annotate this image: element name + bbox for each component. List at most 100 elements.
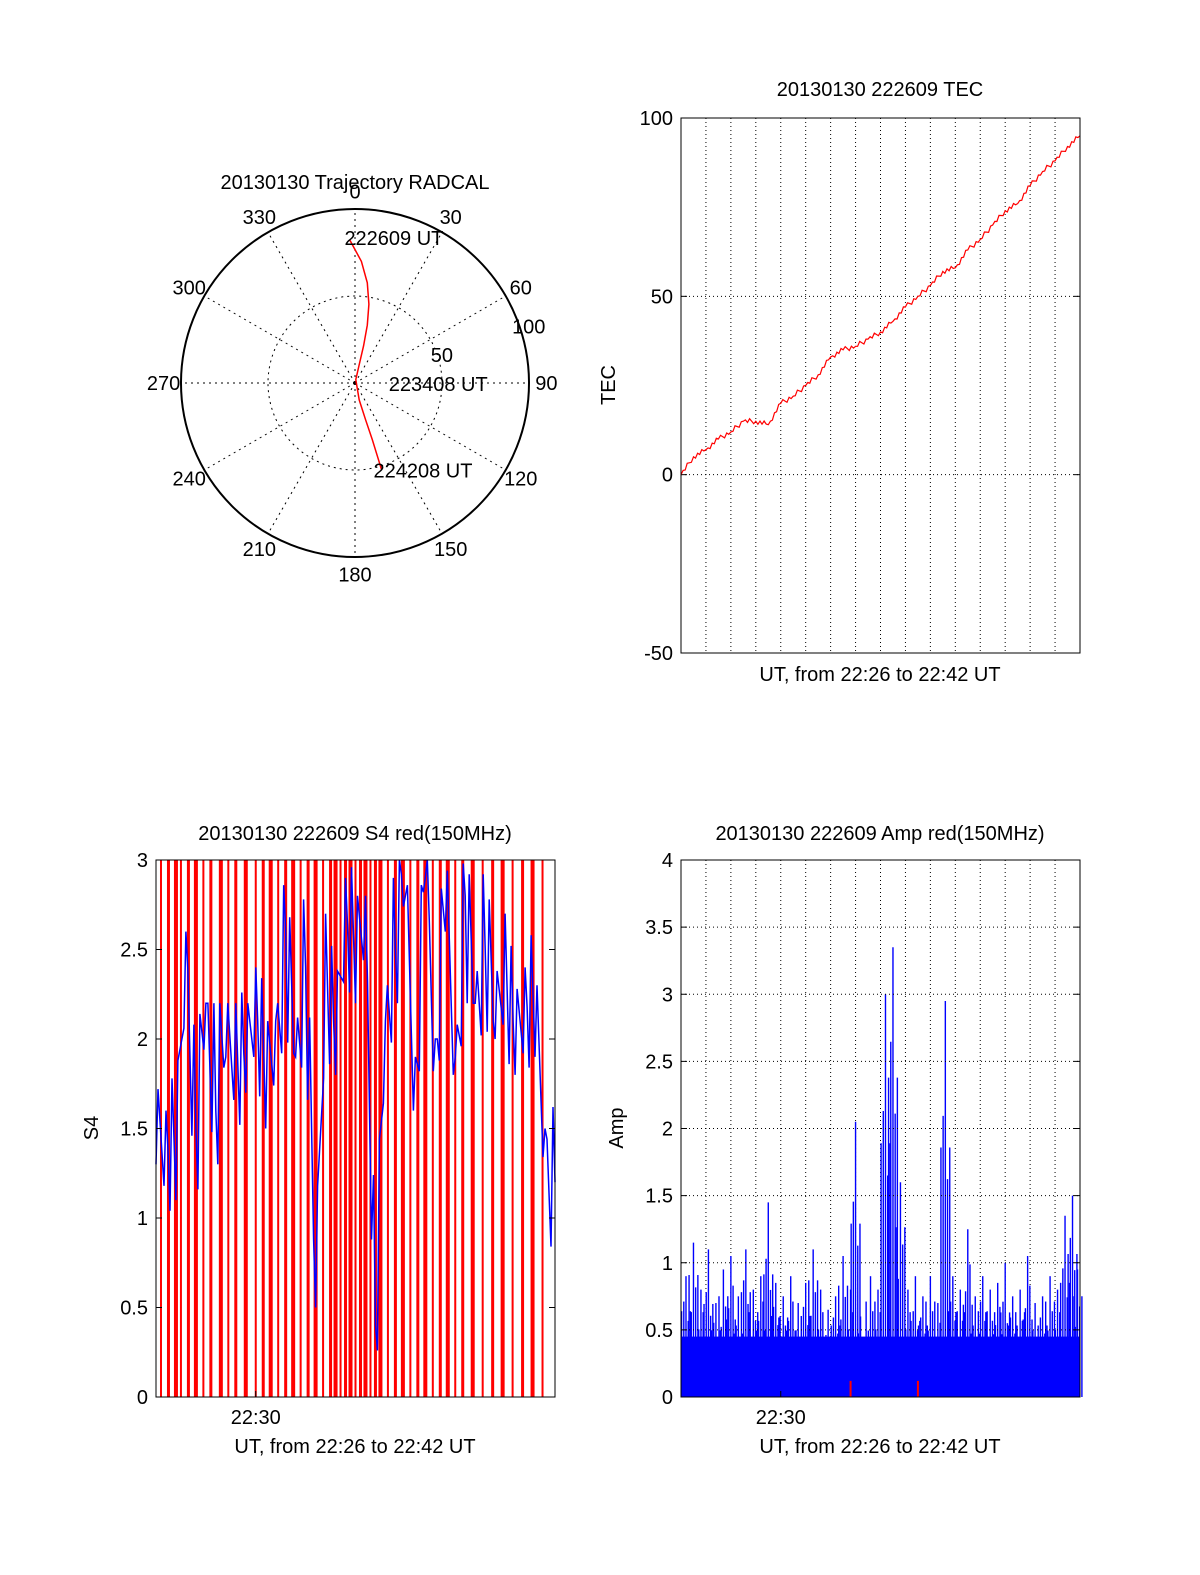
tick-labels: 0 0.5 1 1.5 2 2.5 3 22:30 [120,850,555,1429]
s4-red-spike [363,860,368,1397]
radial-gridline [267,232,356,384]
s4-red-spike [243,860,248,1397]
s4-red-spike [521,860,525,1397]
outer-ring [180,208,530,558]
time-annotation: 222609 UT [344,228,443,250]
angle-label: 210 [243,539,276,561]
angle-label: 240 [173,469,206,491]
tec-line [680,135,1081,475]
s4-red-spike [461,860,465,1397]
radius-label: 100 [512,317,545,339]
s4-red-spike [313,860,318,1397]
y-tick-label: 1 [137,1208,148,1230]
time-annotations: 222609 UT 223408 UT 224208 UT [344,228,487,483]
y-tick-label: 0.5 [120,1298,148,1320]
y-axis-label: Amp [606,1107,628,1148]
s4-red-spike [261,860,265,1397]
y-tick-label: 3 [662,984,673,1006]
angle-label: 0 [349,182,360,204]
x-tick-label: 22:30 [756,1407,806,1429]
s4-red-spike [186,860,190,1397]
s4-red-spike [344,860,348,1397]
time-annotation: 223408 UT [389,374,488,396]
y-tick-label: 2.5 [645,1051,673,1073]
y-tick-label: 0 [137,1387,148,1409]
y-tick-label: -50 [644,643,673,665]
angle-label: 120 [504,469,537,491]
s4-red-spike [339,860,342,1397]
chart-title: 20130130 222609 Amp red(150MHz) [715,823,1044,845]
s4-red-spike [354,860,357,1397]
angle-label: 180 [338,564,371,586]
s4-red-spike [254,860,257,1397]
polar-grid [180,208,530,558]
y-tick-label: 2.5 [120,940,148,962]
y-tick-label: 1.5 [120,1119,148,1141]
x-tick-label: 22:30 [231,1407,281,1429]
s4-red-spike [470,860,475,1397]
radial-gridline [267,382,356,534]
s4-red-spike [202,860,205,1397]
y-tick-label: 2 [662,1119,673,1141]
angle-label: 330 [243,207,276,229]
s4-red-spike [322,860,325,1397]
s4-red-spike [173,860,178,1397]
angle-labels: 0 30 60 90 120 150 180 210 240 270 300 330 50 100 [147,182,558,587]
s4-red-spike [491,860,495,1397]
s4-red-spike [445,860,450,1397]
y-tick-label: 4 [662,850,673,872]
s4-red-spike [423,860,428,1397]
inner-ring [267,295,443,471]
s4-red-spike [454,860,457,1397]
s4-red-spike [227,860,230,1397]
amp-chart: 20130130 222609 Amp red(150MHz) UT, from… [606,823,1083,1458]
s4-red-spike [481,860,484,1397]
y-tick-label: 3.5 [645,917,673,939]
angle-label: 300 [173,277,206,299]
s4-red-spike [277,860,280,1397]
angle-label: 60 [510,277,532,299]
trajectory-polar-chart: 20130130 Trajectory RADCAL 0 30 60 90 120 150… [147,172,558,586]
x-axis-label: UT, from 22:26 to 22:42 UT [759,664,1000,686]
s4-red-spike [416,860,420,1397]
s4-blue-line [155,859,556,1351]
angle-label: 150 [434,539,467,561]
s4-red-spike [268,860,273,1397]
s4-red-spike [348,860,353,1397]
radial-gridline [354,295,506,384]
y-tick-label: 0 [662,465,673,487]
y-tick-label: 0 [662,1387,673,1409]
angle-label: 270 [147,373,180,395]
x-axis-label: UT, from 22:26 to 22:42 UT [234,1436,475,1458]
s4-red-spike [393,860,397,1397]
s4-red-spike [291,860,296,1397]
s4-red-spike [299,860,302,1397]
s4-red-spike [358,860,362,1397]
tick-labels: 0 0.5 1 1.5 2 2.5 3 3.5 4 22:30 [645,850,1080,1429]
tec-chart: 20130130 222609 TEC UT, from 22:26 to 22… [598,79,1081,686]
radial-gridline [354,382,443,534]
angle-label: 30 [440,207,462,229]
y-tick-label: 1.5 [645,1186,673,1208]
trajectory-series [349,240,383,470]
plot-frame [680,117,1081,654]
y-tick-label: 0.5 [645,1320,673,1342]
s4-red-spike [179,860,182,1397]
tec-series [680,135,1081,475]
trajectory-line [349,240,383,470]
y-axis-label: TEC [598,365,620,405]
chart-title: 20130130 Trajectory RADCAL [220,172,489,194]
s4-red-spike [431,860,434,1397]
radial-gridline [204,382,356,471]
s4-red-spike [218,860,223,1397]
plot-frame [680,859,1081,1398]
grid [705,118,1056,653]
x-axis-label: UT, from 22:26 to 22:42 UT [759,1436,1000,1458]
amp-series [680,947,1083,1397]
s4-red-spike [400,860,405,1397]
s4-red-spike [333,860,338,1397]
y-tick-label: 50 [651,286,673,308]
plot-frame [155,859,556,1398]
s4-red-spike [530,860,535,1397]
